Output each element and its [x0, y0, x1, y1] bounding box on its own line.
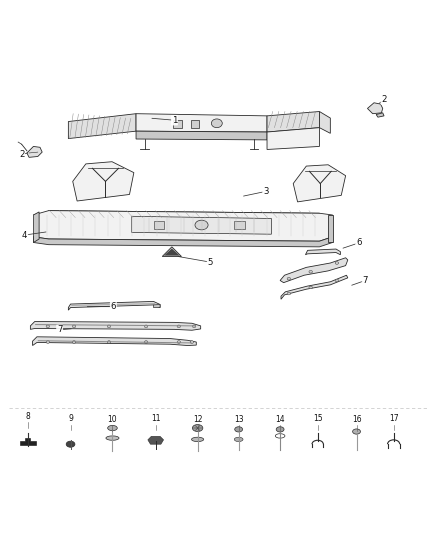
- Polygon shape: [376, 113, 384, 117]
- Polygon shape: [328, 215, 332, 243]
- Ellipse shape: [107, 325, 111, 328]
- Polygon shape: [164, 248, 180, 256]
- Bar: [173, 120, 182, 128]
- Ellipse shape: [192, 425, 203, 432]
- Polygon shape: [32, 337, 196, 345]
- Ellipse shape: [212, 119, 222, 128]
- Text: 7: 7: [363, 276, 368, 285]
- Polygon shape: [293, 165, 346, 202]
- Text: 8: 8: [25, 412, 30, 421]
- Text: 12: 12: [193, 415, 202, 424]
- Polygon shape: [162, 247, 181, 256]
- Polygon shape: [20, 438, 35, 445]
- Ellipse shape: [276, 427, 284, 432]
- Text: 11: 11: [151, 414, 160, 423]
- Polygon shape: [33, 211, 332, 241]
- Ellipse shape: [46, 341, 49, 343]
- Text: 2: 2: [381, 95, 387, 104]
- Polygon shape: [73, 161, 134, 201]
- Polygon shape: [33, 237, 332, 247]
- Ellipse shape: [177, 325, 180, 328]
- Text: 14: 14: [276, 415, 285, 424]
- Ellipse shape: [335, 262, 339, 264]
- Ellipse shape: [287, 292, 290, 295]
- Ellipse shape: [335, 279, 339, 282]
- Ellipse shape: [353, 429, 360, 434]
- Text: 4: 4: [22, 231, 28, 239]
- Ellipse shape: [191, 437, 204, 441]
- Text: 9: 9: [68, 414, 73, 423]
- Ellipse shape: [235, 427, 243, 432]
- Ellipse shape: [287, 277, 290, 280]
- Ellipse shape: [145, 325, 148, 328]
- Text: 5: 5: [208, 257, 213, 266]
- Polygon shape: [319, 111, 330, 133]
- Polygon shape: [33, 212, 39, 243]
- Polygon shape: [305, 249, 340, 255]
- Text: 6: 6: [356, 238, 361, 247]
- Ellipse shape: [190, 341, 194, 343]
- Bar: [234, 221, 245, 229]
- Text: 1: 1: [172, 116, 177, 125]
- Polygon shape: [267, 128, 319, 149]
- Ellipse shape: [72, 341, 76, 343]
- Polygon shape: [367, 103, 383, 114]
- Bar: [191, 120, 199, 128]
- Ellipse shape: [145, 341, 148, 343]
- Text: 2: 2: [19, 150, 25, 159]
- Polygon shape: [27, 147, 42, 157]
- Ellipse shape: [192, 325, 196, 328]
- Ellipse shape: [309, 270, 312, 273]
- Ellipse shape: [309, 286, 312, 289]
- Text: 3: 3: [263, 187, 268, 196]
- Polygon shape: [49, 211, 319, 217]
- Polygon shape: [280, 258, 348, 282]
- Ellipse shape: [234, 437, 243, 441]
- Polygon shape: [153, 304, 160, 308]
- Ellipse shape: [66, 441, 75, 447]
- Bar: [153, 221, 164, 229]
- Ellipse shape: [72, 325, 76, 328]
- Polygon shape: [132, 216, 272, 234]
- Text: 10: 10: [108, 415, 117, 424]
- Polygon shape: [68, 302, 160, 310]
- Polygon shape: [267, 111, 319, 132]
- Polygon shape: [68, 114, 136, 139]
- Polygon shape: [281, 275, 348, 299]
- Ellipse shape: [195, 220, 208, 230]
- Ellipse shape: [108, 425, 117, 431]
- Ellipse shape: [106, 436, 119, 440]
- Polygon shape: [136, 131, 267, 140]
- Text: 13: 13: [234, 415, 244, 424]
- Text: 15: 15: [313, 414, 322, 423]
- Text: 17: 17: [389, 414, 399, 423]
- Text: 7: 7: [57, 325, 62, 334]
- Polygon shape: [30, 321, 201, 330]
- Text: 6: 6: [110, 302, 116, 311]
- Text: 16: 16: [352, 415, 361, 424]
- Ellipse shape: [177, 341, 180, 343]
- Ellipse shape: [107, 341, 111, 343]
- Polygon shape: [148, 437, 163, 444]
- Ellipse shape: [46, 325, 49, 328]
- Polygon shape: [136, 114, 267, 132]
